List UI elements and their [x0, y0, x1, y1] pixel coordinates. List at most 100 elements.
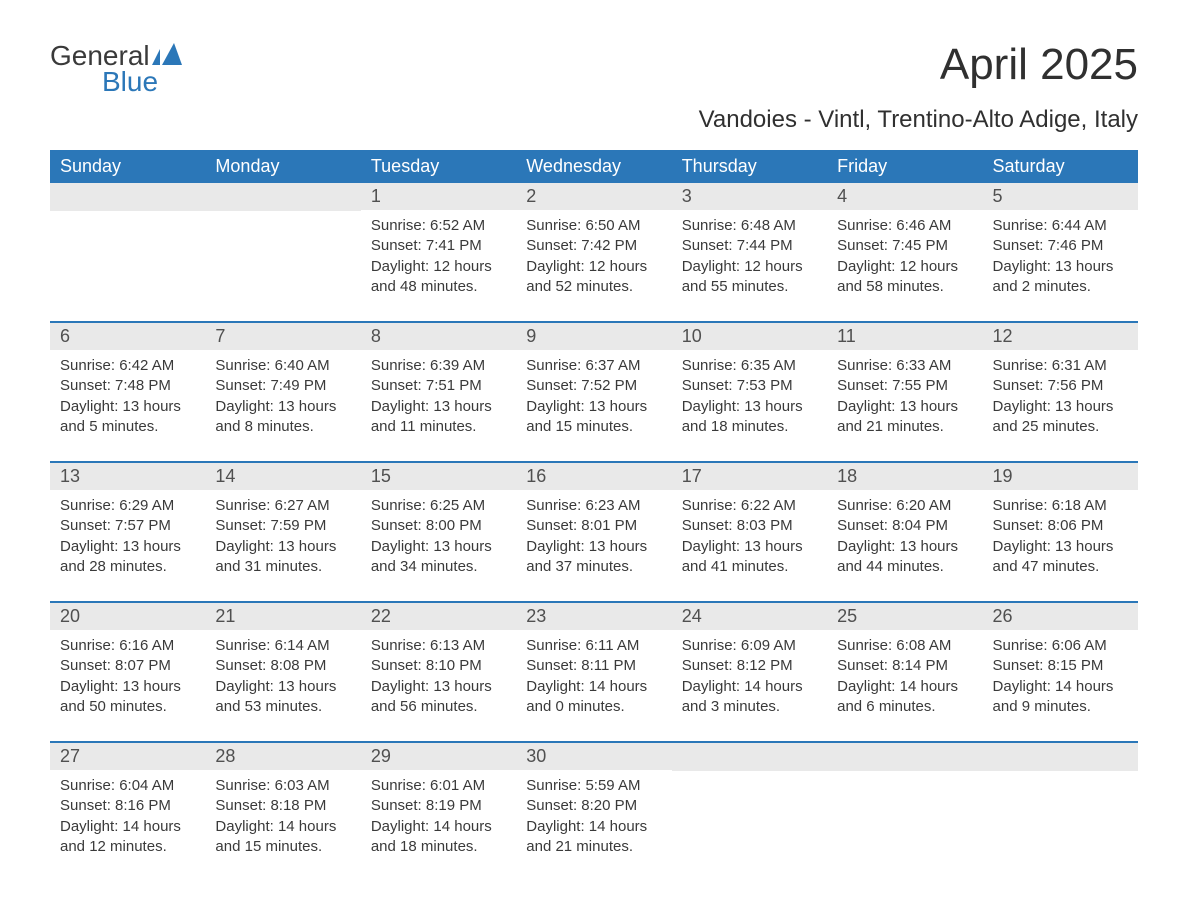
sunrise-text: Sunrise: 6:42 AM	[60, 356, 195, 376]
sunrise-text: Sunrise: 6:20 AM	[837, 496, 972, 516]
daylight-text-2: and 34 minutes.	[371, 557, 506, 577]
sunset-text: Sunset: 8:00 PM	[371, 516, 506, 536]
daylight-text-2: and 3 minutes.	[682, 697, 817, 717]
calendar-day-cell: 2Sunrise: 6:50 AMSunset: 7:42 PMDaylight…	[516, 183, 671, 322]
sunset-text: Sunset: 8:01 PM	[526, 516, 661, 536]
day-number: 5	[983, 183, 1138, 210]
sunset-text: Sunset: 8:12 PM	[682, 656, 817, 676]
day-content: Sunrise: 6:50 AMSunset: 7:42 PMDaylight:…	[516, 210, 671, 321]
sunrise-text: Sunrise: 6:52 AM	[371, 216, 506, 236]
calendar-day-cell	[983, 742, 1138, 881]
day-number: 3	[672, 183, 827, 210]
daylight-text-1: Daylight: 14 hours	[993, 677, 1128, 697]
day-number: 21	[205, 603, 360, 630]
sunset-text: Sunset: 7:41 PM	[371, 236, 506, 256]
daylight-text-2: and 6 minutes.	[837, 697, 972, 717]
daylight-text-2: and 11 minutes.	[371, 417, 506, 437]
day-number: 14	[205, 463, 360, 490]
calendar-day-cell: 15Sunrise: 6:25 AMSunset: 8:00 PMDayligh…	[361, 462, 516, 602]
daylight-text-2: and 18 minutes.	[371, 837, 506, 857]
day-number: 27	[50, 743, 205, 770]
sunrise-text: Sunrise: 6:33 AM	[837, 356, 972, 376]
day-content: Sunrise: 6:01 AMSunset: 8:19 PMDaylight:…	[361, 770, 516, 881]
daylight-text-1: Daylight: 12 hours	[682, 257, 817, 277]
calendar-day-cell: 26Sunrise: 6:06 AMSunset: 8:15 PMDayligh…	[983, 602, 1138, 742]
sunset-text: Sunset: 8:10 PM	[371, 656, 506, 676]
sunset-text: Sunset: 8:03 PM	[682, 516, 817, 536]
weekday-header: Friday	[827, 150, 982, 183]
daylight-text-2: and 12 minutes.	[60, 837, 195, 857]
daylight-text-2: and 5 minutes.	[60, 417, 195, 437]
calendar-day-cell: 12Sunrise: 6:31 AMSunset: 7:56 PMDayligh…	[983, 322, 1138, 462]
day-number: 23	[516, 603, 671, 630]
day-content: Sunrise: 6:44 AMSunset: 7:46 PMDaylight:…	[983, 210, 1138, 321]
daylight-text-1: Daylight: 12 hours	[837, 257, 972, 277]
daylight-text-1: Daylight: 13 hours	[371, 677, 506, 697]
day-number-empty	[983, 743, 1138, 771]
daylight-text-1: Daylight: 13 hours	[682, 537, 817, 557]
daylight-text-1: Daylight: 14 hours	[60, 817, 195, 837]
day-number-empty	[827, 743, 982, 771]
sunset-text: Sunset: 7:48 PM	[60, 376, 195, 396]
daylight-text-2: and 37 minutes.	[526, 557, 661, 577]
calendar-day-cell: 25Sunrise: 6:08 AMSunset: 8:14 PMDayligh…	[827, 602, 982, 742]
sunrise-text: Sunrise: 6:35 AM	[682, 356, 817, 376]
sunrise-text: Sunrise: 6:14 AM	[215, 636, 350, 656]
daylight-text-2: and 53 minutes.	[215, 697, 350, 717]
day-content: Sunrise: 6:18 AMSunset: 8:06 PMDaylight:…	[983, 490, 1138, 601]
day-number: 13	[50, 463, 205, 490]
daylight-text-2: and 31 minutes.	[215, 557, 350, 577]
day-content: Sunrise: 6:31 AMSunset: 7:56 PMDaylight:…	[983, 350, 1138, 461]
daylight-text-1: Daylight: 14 hours	[526, 677, 661, 697]
day-number: 28	[205, 743, 360, 770]
daylight-text-1: Daylight: 13 hours	[837, 537, 972, 557]
daylight-text-2: and 41 minutes.	[682, 557, 817, 577]
calendar-day-cell	[672, 742, 827, 881]
day-number: 10	[672, 323, 827, 350]
sunrise-text: Sunrise: 6:31 AM	[993, 356, 1128, 376]
sunset-text: Sunset: 7:45 PM	[837, 236, 972, 256]
day-content-empty	[672, 771, 827, 881]
sunset-text: Sunset: 7:46 PM	[993, 236, 1128, 256]
sunrise-text: Sunrise: 6:11 AM	[526, 636, 661, 656]
day-content: Sunrise: 6:48 AMSunset: 7:44 PMDaylight:…	[672, 210, 827, 321]
day-content: Sunrise: 5:59 AMSunset: 8:20 PMDaylight:…	[516, 770, 671, 881]
daylight-text-1: Daylight: 12 hours	[526, 257, 661, 277]
daylight-text-1: Daylight: 12 hours	[371, 257, 506, 277]
daylight-text-1: Daylight: 14 hours	[837, 677, 972, 697]
sunrise-text: Sunrise: 6:50 AM	[526, 216, 661, 236]
calendar-day-cell	[50, 183, 205, 322]
daylight-text-2: and 25 minutes.	[993, 417, 1128, 437]
calendar-day-cell	[205, 183, 360, 322]
day-number: 29	[361, 743, 516, 770]
sunrise-text: Sunrise: 6:23 AM	[526, 496, 661, 516]
daylight-text-2: and 18 minutes.	[682, 417, 817, 437]
day-content: Sunrise: 6:11 AMSunset: 8:11 PMDaylight:…	[516, 630, 671, 741]
day-content: Sunrise: 6:46 AMSunset: 7:45 PMDaylight:…	[827, 210, 982, 321]
day-number: 4	[827, 183, 982, 210]
daylight-text-2: and 47 minutes.	[993, 557, 1128, 577]
day-content: Sunrise: 6:37 AMSunset: 7:52 PMDaylight:…	[516, 350, 671, 461]
sunset-text: Sunset: 8:07 PM	[60, 656, 195, 676]
sunset-text: Sunset: 7:57 PM	[60, 516, 195, 536]
daylight-text-1: Daylight: 13 hours	[371, 397, 506, 417]
calendar-week-row: 1Sunrise: 6:52 AMSunset: 7:41 PMDaylight…	[50, 183, 1138, 322]
sunset-text: Sunset: 8:11 PM	[526, 656, 661, 676]
calendar-day-cell	[827, 742, 982, 881]
daylight-text-2: and 56 minutes.	[371, 697, 506, 717]
weekday-header-row: SundayMondayTuesdayWednesdayThursdayFrid…	[50, 150, 1138, 183]
sunrise-text: Sunrise: 6:22 AM	[682, 496, 817, 516]
sunset-text: Sunset: 8:18 PM	[215, 796, 350, 816]
daylight-text-1: Daylight: 13 hours	[837, 397, 972, 417]
day-number: 7	[205, 323, 360, 350]
sunrise-text: Sunrise: 6:08 AM	[837, 636, 972, 656]
calendar-week-row: 27Sunrise: 6:04 AMSunset: 8:16 PMDayligh…	[50, 742, 1138, 881]
daylight-text-2: and 58 minutes.	[837, 277, 972, 297]
daylight-text-1: Daylight: 14 hours	[682, 677, 817, 697]
sunrise-text: Sunrise: 6:13 AM	[371, 636, 506, 656]
day-content: Sunrise: 6:40 AMSunset: 7:49 PMDaylight:…	[205, 350, 360, 461]
sunset-text: Sunset: 8:19 PM	[371, 796, 506, 816]
day-number-empty	[672, 743, 827, 771]
day-number: 25	[827, 603, 982, 630]
day-content: Sunrise: 6:16 AMSunset: 8:07 PMDaylight:…	[50, 630, 205, 741]
